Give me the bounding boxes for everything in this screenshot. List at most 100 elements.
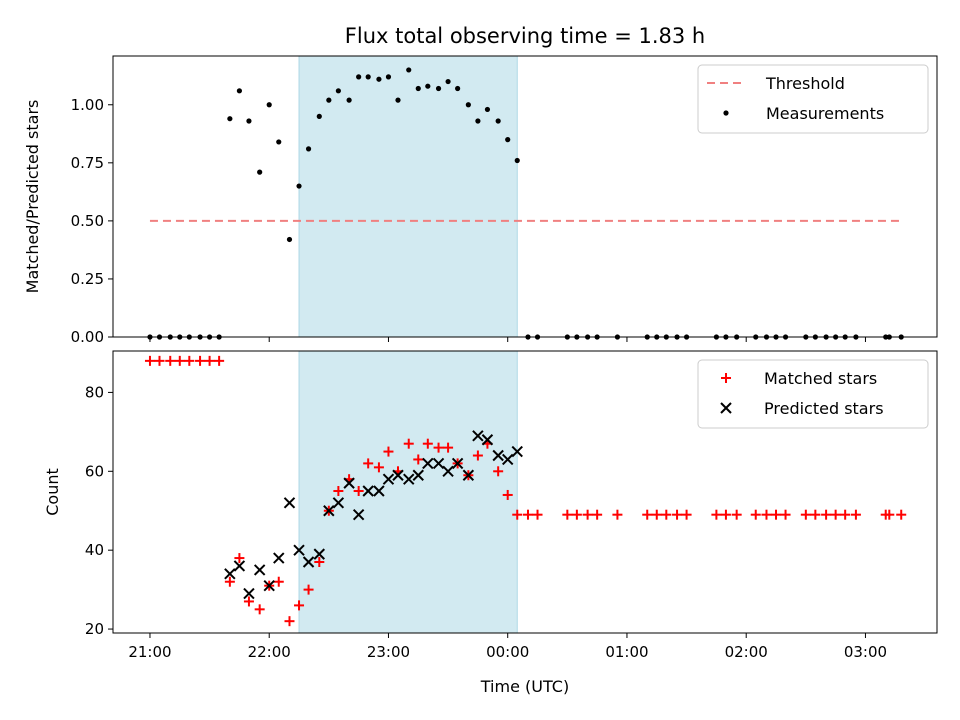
predicted-point	[422, 457, 434, 470]
matched-point	[403, 438, 414, 449]
matched-point	[830, 509, 841, 520]
legend-label: Predicted stars	[764, 399, 884, 418]
matched-point	[780, 509, 791, 520]
matched-point	[195, 355, 206, 366]
x-axis-label: Time (UTC)	[480, 677, 569, 696]
measurement-point	[475, 118, 481, 124]
matched-point	[884, 509, 895, 520]
matched-point	[651, 509, 662, 520]
matched-point	[571, 509, 582, 520]
predicted-point	[412, 469, 424, 481]
matched-point	[821, 509, 832, 520]
matched-point	[672, 509, 683, 520]
predicted-point	[323, 505, 335, 517]
matched-point	[154, 355, 165, 366]
matched-point	[353, 486, 364, 497]
predicted-point	[432, 457, 445, 470]
ratio-frame	[112, 55, 938, 338]
matched-point	[383, 446, 394, 457]
count-ylabel: Count	[43, 468, 62, 516]
matched-point	[443, 442, 454, 453]
matched-point	[214, 355, 225, 366]
matched-point	[562, 509, 573, 520]
matched-point	[472, 450, 483, 461]
predicted-point	[352, 508, 365, 521]
matched-point	[512, 509, 523, 520]
matched-point	[254, 604, 265, 615]
matched-point	[750, 509, 761, 520]
matched-point	[840, 509, 851, 520]
measurement-point	[406, 67, 412, 73]
measurement-point	[316, 113, 322, 119]
predicted-point	[224, 568, 236, 580]
ratio-panel: 0.00 0.25 0.50 0.75 1.00 Matched/Predicted s…	[23, 55, 938, 346]
measurement-point	[356, 74, 362, 80]
matched-point	[681, 509, 692, 520]
predicted-point	[451, 457, 464, 470]
matched-point	[433, 442, 444, 453]
matched-point	[204, 355, 215, 366]
count-observing-window	[298, 350, 518, 634]
count-panel: 21:00 22:00 23:00 00:00 01:00 02:00 03:00 20 40 6…	[43, 350, 938, 661]
ratio-y-tick-label: 1.00	[71, 96, 104, 114]
predicted-point	[462, 469, 475, 481]
matched-point	[502, 489, 513, 500]
matched-point	[184, 355, 195, 366]
matched-point	[522, 509, 533, 520]
legend-measurements-handle	[723, 110, 729, 116]
matched-point	[333, 486, 344, 497]
ratio-y-tick-label: 0.00	[71, 328, 104, 346]
ratio-y-tick-label: 0.75	[71, 154, 104, 172]
ratio-legend: Threshold Measurements	[697, 64, 929, 134]
measurement-point	[286, 236, 293, 243]
matched-point	[303, 584, 314, 595]
matched-point	[711, 509, 722, 520]
matched-point	[896, 509, 907, 520]
measurement-point	[415, 85, 421, 92]
measurement-point	[257, 169, 263, 175]
measurement-point	[376, 76, 382, 82]
count-legend-box	[697, 359, 929, 429]
matched-point	[413, 454, 424, 465]
predicted-point	[472, 430, 484, 442]
matched-point	[612, 509, 623, 520]
matched-point	[174, 355, 185, 366]
matched-point	[234, 553, 245, 564]
measurement-point	[236, 88, 243, 94]
matched-point	[273, 576, 284, 587]
count-frame	[112, 350, 938, 634]
predicted-point	[233, 560, 246, 572]
measurement-point	[435, 85, 442, 92]
predicted-point	[481, 434, 494, 446]
matched-point	[771, 509, 782, 520]
count-y-tick-label: 60	[85, 462, 104, 480]
measurement-point	[266, 102, 272, 108]
measurement-point	[227, 116, 233, 122]
legend-label: Threshold	[765, 74, 845, 93]
matched-point	[314, 557, 325, 568]
measurement-point	[465, 102, 471, 108]
predicted-point	[253, 564, 266, 576]
measurement-point	[514, 157, 520, 164]
x-tick-label: 03:00	[844, 643, 887, 661]
matched-point	[224, 576, 235, 587]
matched-point	[592, 509, 603, 520]
matched-point	[294, 600, 305, 611]
matched-point	[850, 509, 861, 520]
matched-point	[761, 509, 772, 520]
matched-point	[800, 509, 811, 520]
predicted-point	[492, 449, 504, 462]
predicted-point	[313, 548, 326, 560]
matched-point	[532, 509, 543, 520]
matched-point	[731, 509, 742, 520]
figure-title: Flux total observing time = 1.83 h	[345, 24, 705, 48]
predicted-point	[343, 477, 355, 489]
measurement-point	[296, 183, 302, 189]
ratio-y-tick-label: 0.25	[71, 270, 104, 288]
count-legend: Matched stars Predicted stars	[697, 359, 929, 429]
ratio-ylabel: Matched/Predicted stars	[23, 100, 42, 294]
ratio-legend-box	[697, 64, 929, 134]
matched-point	[243, 596, 254, 607]
predicted-point	[243, 587, 255, 600]
